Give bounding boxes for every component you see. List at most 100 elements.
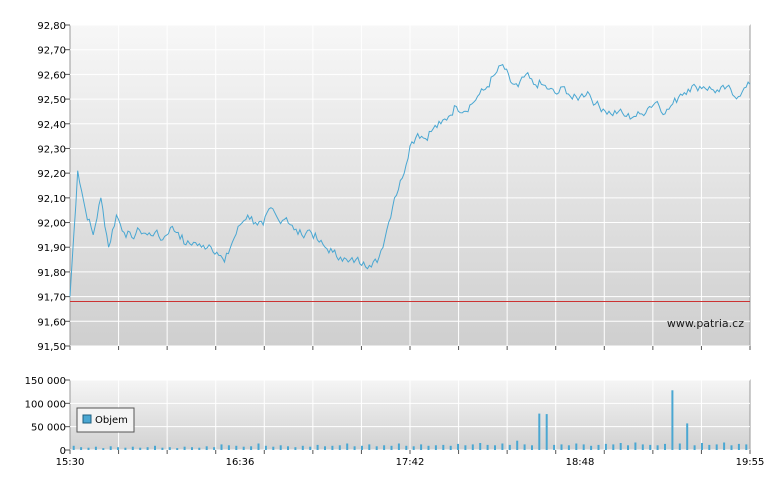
volume-bar [220,444,223,450]
volume-bar [545,414,548,450]
volume-bar [619,443,622,450]
volume-bar [250,446,253,450]
volume-bar [183,446,186,450]
volume-bar [242,446,245,450]
price-y-tick-label: 91,80 [37,268,66,279]
volume-y-axis: 150 000 100 000 50 000 0 [25,376,70,457]
volume-bars [72,390,748,450]
volume-bar [168,447,171,450]
volume-bar [397,443,400,450]
volume-bar [176,448,179,450]
price-series-line [69,63,751,297]
volume-bar [227,445,230,450]
price-y-tick-label: 92,50 [37,95,66,106]
volume-bar [538,413,541,450]
volume-y-tick-label: 50 000 [31,423,66,434]
price-y-tick-label: 91,70 [37,293,66,304]
watermark: www.patria.cz [667,317,744,330]
x-tick-label: 17:42 [396,457,425,468]
volume-bar [309,446,312,450]
price-grid [70,24,750,347]
volume-bar [353,446,356,450]
volume-bar [161,447,164,450]
volume-bar [656,445,659,450]
volume-bar [523,444,526,450]
volume-bar [501,443,504,450]
volume-bar [575,443,578,450]
volume-bar [745,444,748,450]
volume-bar [486,444,489,450]
volume-bar [124,447,127,450]
volume-bar [627,445,629,450]
volume-bar [109,446,112,450]
volume-bar [375,446,378,450]
x-tick-label: 16:36 [226,457,255,468]
volume-bar [213,447,216,450]
x-tick-label: 18:48 [566,457,595,468]
volume-bar [715,444,718,450]
volume-bar [612,444,615,450]
volume-bar [412,446,415,450]
volume-bar [449,445,452,450]
volume-bar [671,390,674,450]
volume-x-axis: 15:30 16:36 17:42 18:48 19:55 [56,450,765,468]
legend-swatch [82,414,92,424]
volume-bar [154,445,156,450]
volume-bar [649,444,652,450]
volume-bar [264,445,267,450]
volume-bar [560,444,563,450]
price-y-tick-label: 92,40 [37,120,66,131]
volume-bar [597,444,600,450]
volume-bar [494,445,496,450]
price-x-tick-marks [69,346,751,350]
volume-bar [664,443,666,450]
volume-bar [131,446,134,450]
price-y-tick-label: 92,00 [37,219,66,230]
volume-bar [641,444,644,450]
volume-bar [420,444,423,450]
volume-bar [582,444,585,450]
volume-bar [361,445,363,450]
volume-bar [94,446,97,450]
volume-bar [457,443,459,450]
volume-bar [737,443,740,450]
volume-bar [553,444,556,450]
volume-y-tick-label: 100 000 [25,399,66,410]
volume-bar [383,445,386,450]
volume-bar [708,444,711,450]
price-y-tick-label: 92,30 [37,144,66,155]
volume-bar [471,444,474,450]
volume-bar [316,444,319,450]
volume-bar [686,423,689,450]
volume-bar [139,447,142,450]
price-y-tick-label: 91,50 [37,342,66,353]
x-tick-label: 15:30 [56,457,85,468]
volume-bar [205,446,208,450]
volume-bar [693,445,696,450]
x-tick-label: 19:55 [736,457,765,468]
volume-bar [117,447,119,450]
volume-bar [102,448,105,450]
volume-bar [191,447,193,450]
volume-legend: Objem [76,407,135,433]
volume-bar [590,445,593,450]
volume-bar [331,445,334,450]
price-y-tick-label: 92,20 [37,169,66,180]
volume-bar [294,447,297,450]
volume-bar [516,440,519,450]
volume-bar [390,445,393,450]
price-y-tick-label: 92,70 [37,46,66,57]
volume-bar [405,445,408,450]
volume-bar [279,445,282,450]
price-y-tick-label: 92,80 [37,21,66,32]
volume-bar [434,445,437,450]
volume-bar [257,443,260,450]
volume-bar [531,445,533,450]
volume-bar [324,446,326,450]
legend-label: Objem [95,415,128,426]
price-y-tick-label: 92,60 [37,70,66,81]
volume-y-tick-label: 150 000 [25,376,66,387]
volume-bar [427,445,430,450]
volume-bar [87,447,90,450]
